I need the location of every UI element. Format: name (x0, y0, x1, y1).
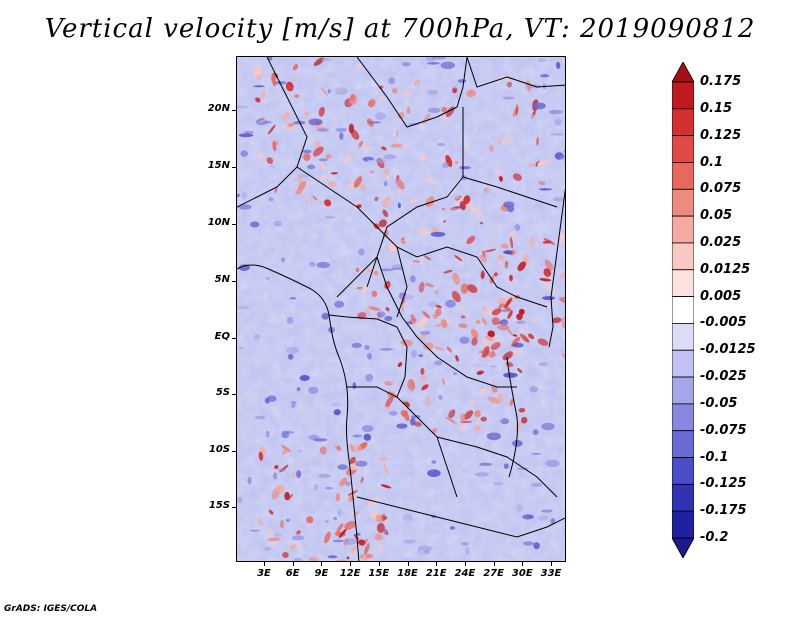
page-title: Vertical velocity [m/s] at 700hPa, VT: 2… (44, 14, 756, 44)
colorbar-label: -0.075 (700, 422, 747, 438)
colorbar-label: -0.175 (700, 503, 747, 519)
downdraft-patch (477, 561, 481, 562)
colorbar-segment (672, 188, 694, 217)
colorbar-segment (672, 349, 694, 378)
lat-tick-label: 10S (208, 444, 230, 455)
lat-tick-label: 15N (207, 160, 230, 171)
colorbar-label: -0.005 (700, 315, 747, 331)
lon-tick-mark (350, 562, 352, 566)
colorbar-label: 0.15 (700, 100, 733, 116)
lon-tick-label: 18E (397, 568, 418, 579)
colorbar-label: 0.175 (700, 74, 742, 89)
colorbar-label: 0.075 (700, 181, 742, 197)
lat-tick-mark (232, 224, 236, 225)
colorbar-label: -0.1 (700, 449, 729, 465)
lat-tick-mark (232, 167, 236, 168)
lon-tick-label: 12E (339, 568, 361, 579)
lon-tick-mark (292, 562, 294, 566)
colorbar-segment (672, 215, 694, 244)
colorbar-segment (672, 269, 694, 297)
lat-tick-label: 10N (207, 217, 230, 228)
colorbar-label: 0.125 (700, 127, 742, 143)
colorbar-label: -0.2 (700, 530, 729, 545)
lon-tick-label: 30E (511, 568, 533, 579)
colorbar-label: -0.0125 (700, 342, 756, 358)
lat-tick-label: 20N (207, 103, 230, 114)
colorbar-segment (672, 483, 694, 512)
lon-tick-label: 21E (425, 568, 447, 579)
colorbar-segment (672, 510, 694, 539)
map-panel (236, 56, 566, 562)
colorbar-label: -0.05 (700, 395, 738, 411)
colorbar-segment (672, 376, 694, 405)
colorbar-segment (672, 296, 694, 324)
colorbar-label: 0.1 (700, 154, 724, 170)
colorbar-label: 0.0125 (700, 261, 751, 277)
lon-tick-mark (264, 562, 265, 566)
lon-tick-mark (436, 562, 438, 566)
lat-tick-mark (232, 281, 236, 282)
colorbar-label: 0.005 (700, 288, 742, 304)
rift-valley-border (506, 356, 518, 478)
lat-tick-label: 5S (215, 387, 230, 398)
lat-tick-label: EQ (214, 331, 230, 342)
lon-tick-label: 33E (540, 568, 562, 579)
colorbar-label: -0.125 (700, 476, 747, 492)
colorbar-segment (672, 457, 694, 485)
lat-tick-mark (232, 507, 236, 508)
lon-tick-mark (407, 562, 409, 566)
lon-tick-mark (378, 562, 380, 566)
colorbar-label: 0.05 (700, 208, 733, 224)
lon-tick-label: 27E (483, 568, 504, 579)
country-borders (237, 57, 565, 561)
colorbar-segment (672, 162, 694, 190)
colorbar-segment (672, 430, 694, 458)
footer-credit: GrADS: IGES/COLA (4, 604, 98, 614)
colorbar-segment (672, 403, 694, 432)
lat-tick-mark (232, 110, 236, 111)
lon-tick-label: 15E (368, 568, 390, 579)
colorbar-label: 0.025 (700, 234, 742, 250)
eastern-border (548, 188, 565, 348)
lon-tick-mark (464, 562, 466, 566)
lon-tick-mark (522, 562, 524, 566)
lon-tick-mark (493, 562, 495, 566)
lat-tick-mark (232, 338, 236, 339)
lon-tick-label: 3E (257, 568, 271, 579)
lat-tick-mark (232, 451, 236, 452)
lat-tick-label: 15S (208, 500, 230, 511)
colorbar-segment (672, 323, 694, 351)
colorbar-segment (672, 135, 694, 163)
lon-tick-mark (321, 562, 323, 566)
colorbar-label: -0.025 (700, 369, 747, 385)
colorbar-top-arrow (672, 62, 694, 83)
lat-tick-label: 5N (214, 274, 230, 285)
lon-tick-mark (551, 562, 552, 566)
velocity-field-map (237, 57, 565, 562)
lon-tick-label: 6E (285, 568, 300, 579)
lon-tick-label: 24E (454, 568, 476, 579)
colorbar-bottom-arrow (672, 537, 694, 558)
lat-tick-mark (232, 394, 236, 395)
atlantic-coastline (237, 264, 360, 561)
colorbar-segment (672, 242, 694, 271)
colorbar-segment (672, 81, 694, 110)
lon-tick-label: 9E (314, 568, 329, 579)
colorbar (672, 62, 694, 558)
colorbar-segment (672, 108, 694, 137)
map-speckle (237, 57, 565, 561)
